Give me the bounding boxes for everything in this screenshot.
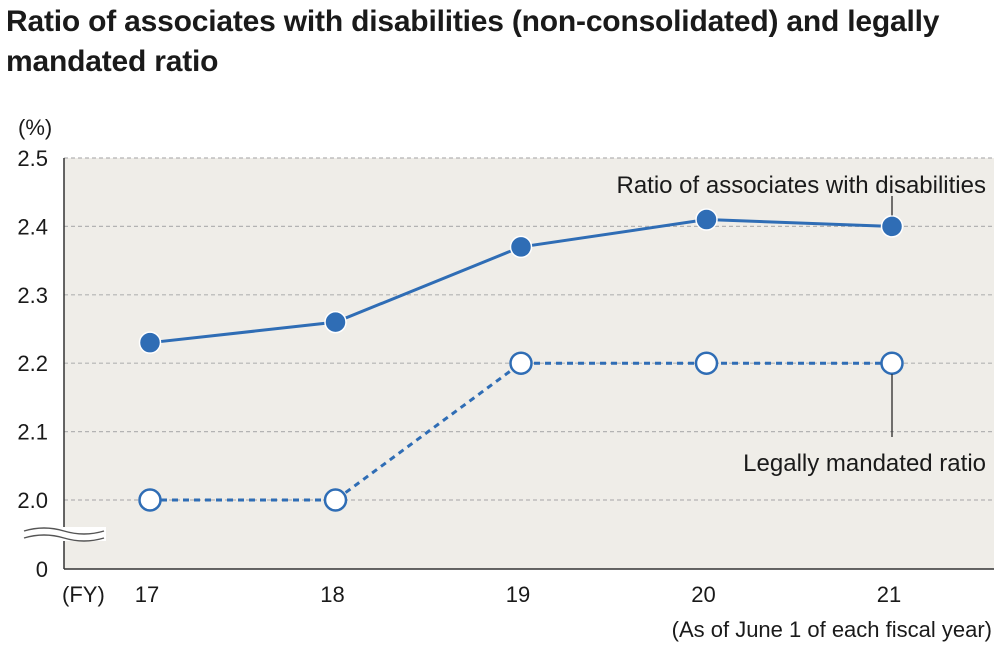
series-layer: [138, 208, 904, 512]
y-tick-label: 2.0: [17, 488, 48, 513]
data-point: [880, 215, 904, 238]
x-tick-label: 20: [691, 582, 715, 607]
axis-break-gap: [22, 527, 106, 541]
y-tick-label: 2.1: [17, 420, 48, 445]
data-point: [138, 331, 162, 354]
x-tick-label: 21: [877, 582, 901, 607]
x-tick-label: 17: [135, 582, 159, 607]
y-tick-label: 2.4: [17, 214, 48, 239]
x-tick-label: 19: [506, 582, 530, 607]
data-point: [138, 488, 162, 512]
data-point: [509, 235, 533, 259]
y-tick-label: 2.2: [17, 351, 48, 376]
data-point: [509, 351, 533, 375]
y-axis-unit: (%): [18, 115, 52, 140]
chart-title: Ratio of associates with disabilities (n…: [6, 5, 940, 78]
series-line: [150, 361, 892, 502]
series-label: Ratio of associates with disabilities: [616, 172, 986, 199]
x-axis-unit: (FY): [62, 582, 105, 607]
series-callouts: Ratio of associates with disabilities Leg…: [616, 172, 986, 477]
data-point: [695, 208, 718, 231]
data-point: [694, 351, 719, 375]
y-tick-label: 2.3: [17, 283, 48, 308]
y-tick-label: 2.5: [17, 146, 48, 171]
footnote: (As of June 1 of each fiscal year): [671, 617, 992, 642]
axis-break-wave: [23, 534, 105, 542]
y-tick-label: 0: [36, 557, 48, 582]
axis-break-wave: [23, 527, 105, 535]
axes: [22, 158, 994, 570]
axis-break: [22, 527, 106, 542]
x-tick-label: 18: [320, 582, 344, 607]
series-label: Legally mandated ratio: [743, 450, 986, 477]
data-point: [880, 351, 904, 375]
data-point: [323, 488, 348, 512]
tick-labels: 2.5 2.4 2.3 2.2 2.1 2.0 0 (%) (FY) 17 18 19 20 21: [17, 115, 901, 607]
data-point: [324, 310, 347, 334]
